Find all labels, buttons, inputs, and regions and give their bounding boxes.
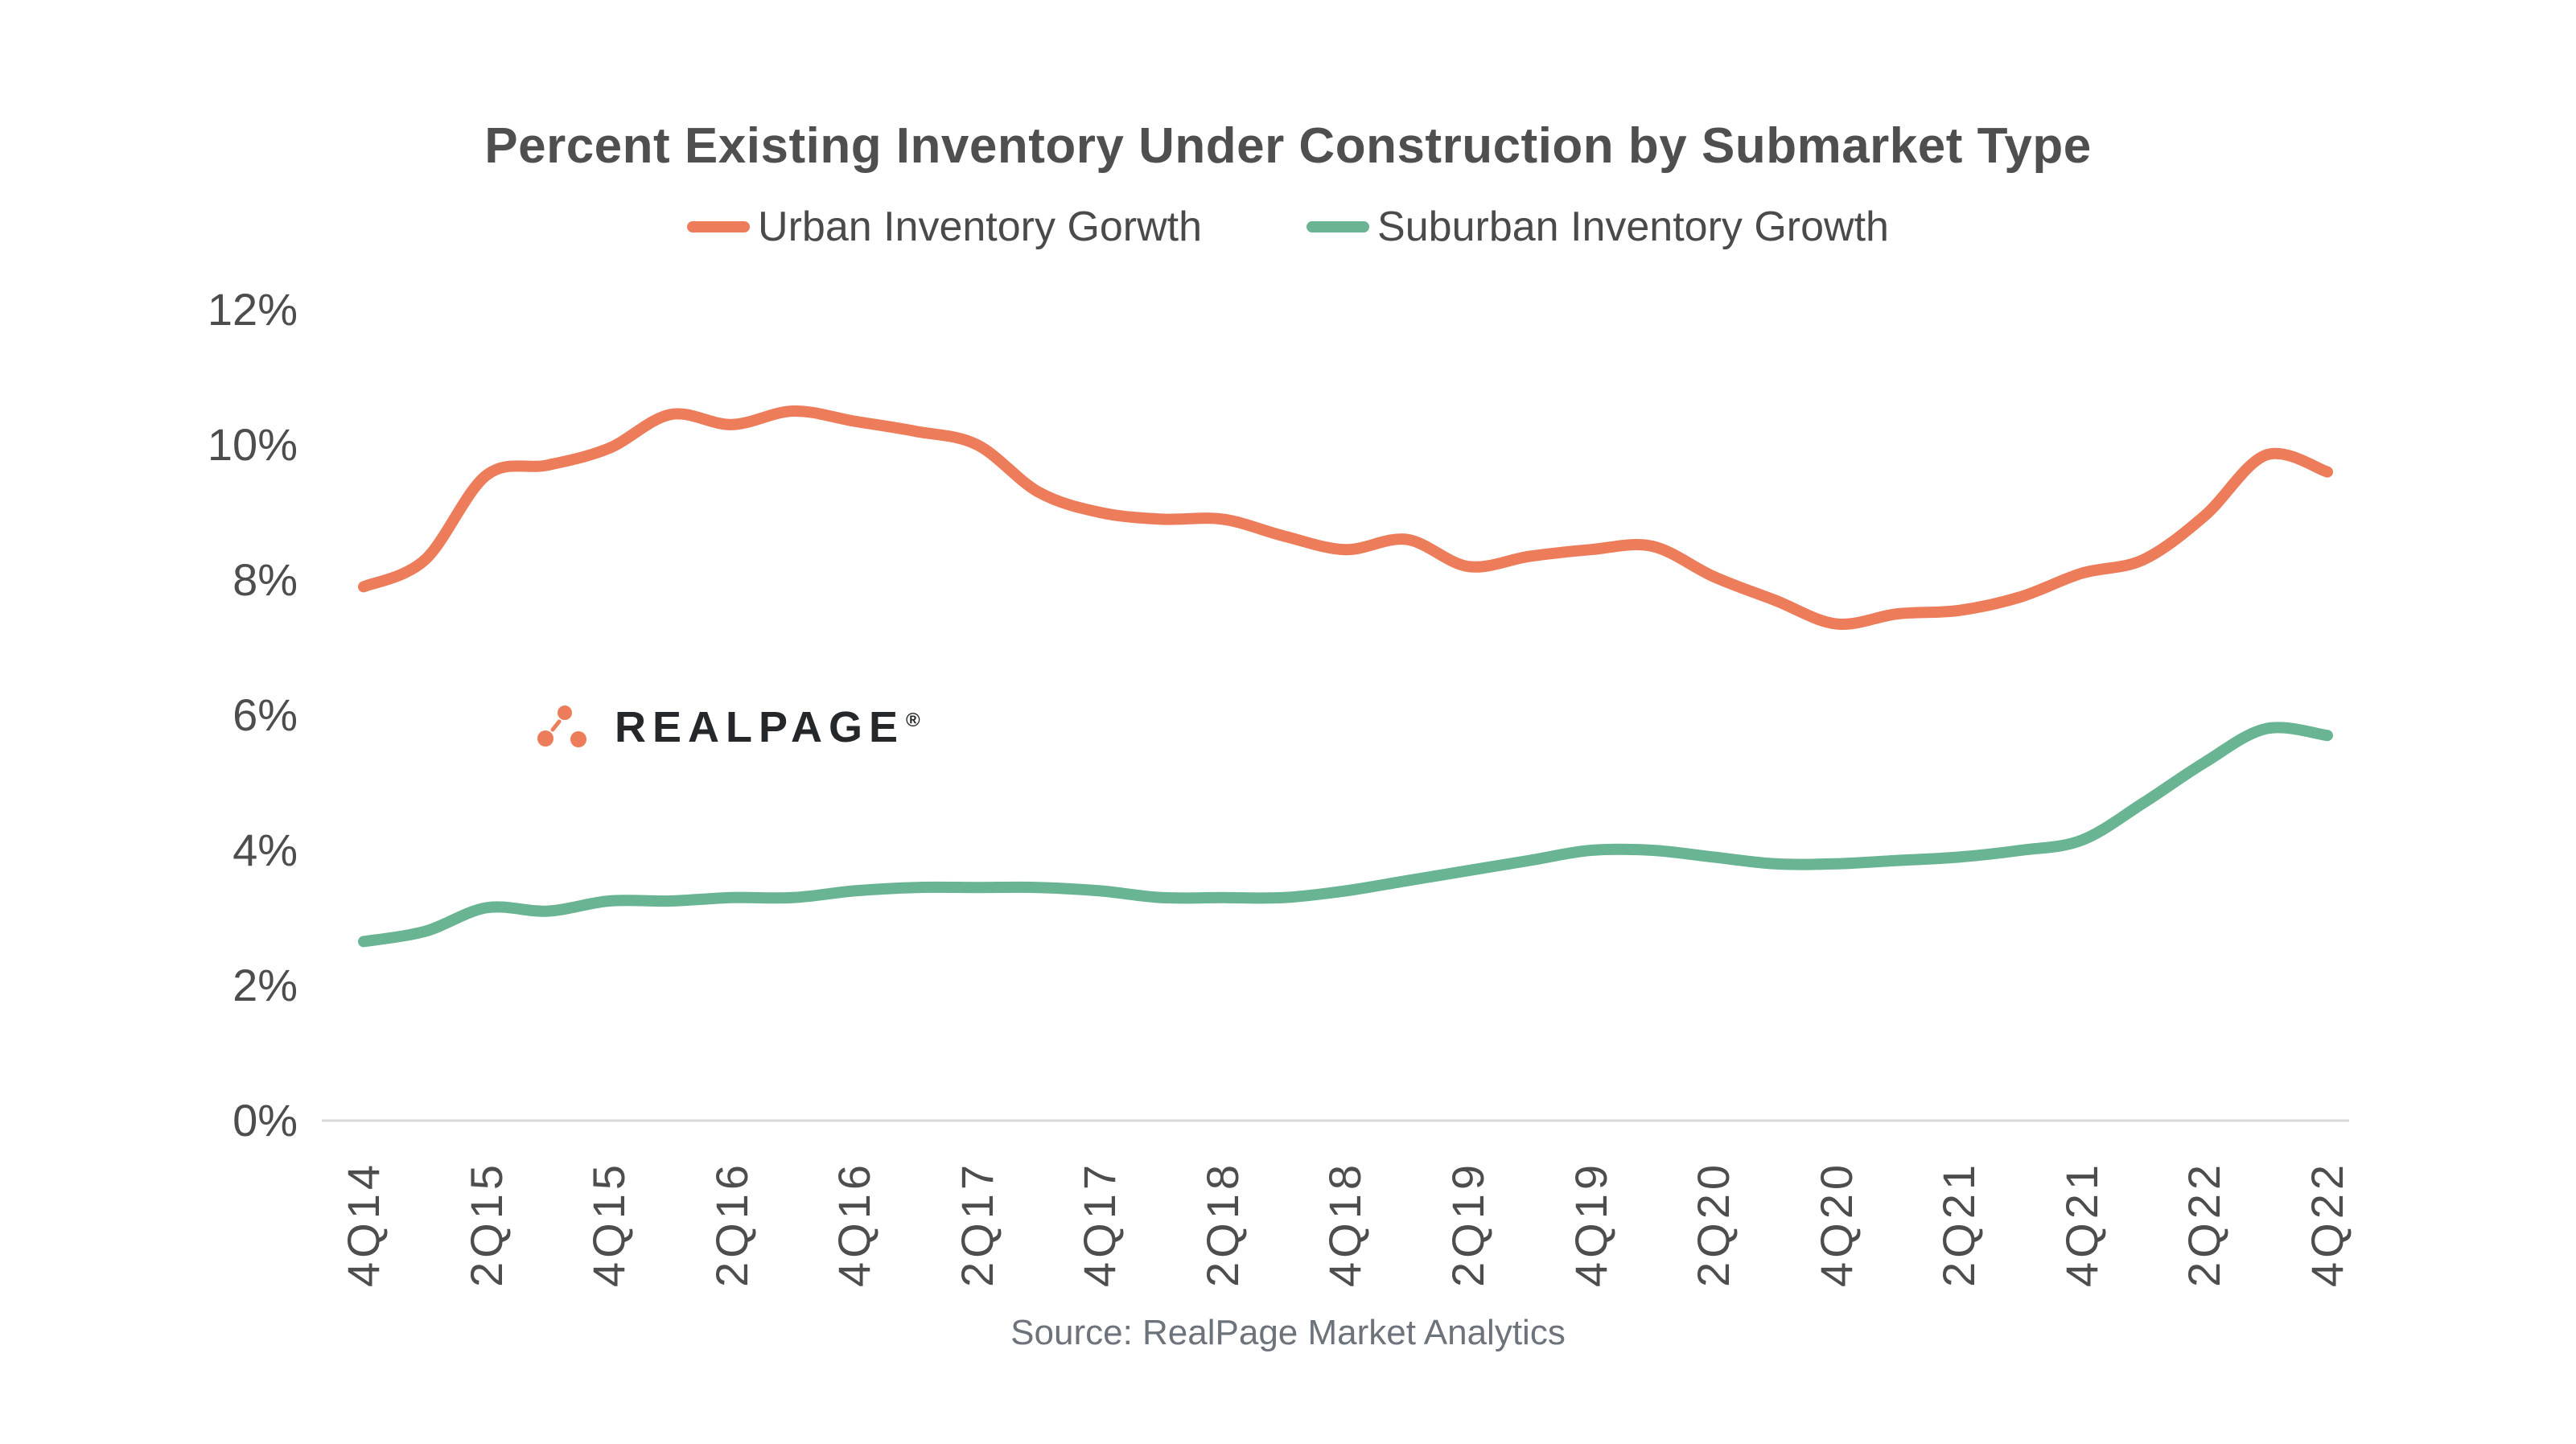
- legend: Urban Inventory Gorwth Suburban Inventor…: [687, 203, 1889, 251]
- chart-title: Percent Existing Inventory Under Constru…: [484, 118, 2092, 174]
- x-axis-label: 4Q22: [2301, 1161, 2352, 1287]
- x-axis-label: 2Q21: [1933, 1161, 1985, 1287]
- legend-label-urban: Urban Inventory Gorwth: [758, 204, 1203, 250]
- realpage-logo: REALPAGE®: [531, 685, 920, 759]
- x-axis-label: 4Q15: [583, 1161, 635, 1287]
- y-axis-label: 0%: [232, 1095, 298, 1146]
- suburban-line-swatch-icon: [1307, 221, 1370, 232]
- realpage-wordmark: REALPAGE®: [615, 703, 920, 751]
- legend-item-urban: Urban Inventory Gorwth: [687, 203, 1202, 251]
- x-axis-label: 4Q14: [338, 1161, 389, 1287]
- y-axis-label: 12%: [207, 284, 298, 335]
- y-axis-label: 6%: [232, 689, 298, 740]
- x-axis-label: 4Q21: [2055, 1161, 2107, 1287]
- x-axis-label: 2Q16: [706, 1161, 757, 1287]
- y-axis-label: 8%: [232, 554, 298, 605]
- x-axis-label: 2Q22: [2179, 1161, 2230, 1287]
- x-axis-label: 4Q18: [1319, 1161, 1371, 1287]
- y-axis-label: 2%: [232, 960, 298, 1010]
- legend-item-suburban: Suburban Inventory Growth: [1307, 203, 1889, 251]
- y-axis-label: 10%: [207, 419, 298, 470]
- legend-label-suburban: Suburban Inventory Growth: [1377, 204, 1889, 250]
- x-axis-label: 2Q18: [1196, 1161, 1248, 1287]
- urban-line-swatch-icon: [687, 221, 751, 232]
- x-axis-label: 2Q15: [460, 1161, 512, 1287]
- y-axis-label: 4%: [232, 825, 298, 875]
- suburban-line: [358, 722, 2333, 948]
- realpage-dots-icon: [537, 706, 586, 747]
- x-axis-label: 2Q17: [951, 1161, 1002, 1287]
- urban-line: [358, 405, 2333, 630]
- x-axis-label: 4Q19: [1565, 1161, 1616, 1287]
- x-axis-label: 4Q17: [1074, 1161, 1125, 1287]
- x-axis-label: 2Q19: [1442, 1161, 1494, 1287]
- x-axis-label: 4Q20: [1810, 1161, 1862, 1287]
- source-note: Source: RealPage Market Analytics: [1010, 1313, 1566, 1352]
- registered-mark: ®: [906, 710, 920, 731]
- x-axis-label: 4Q16: [829, 1161, 880, 1287]
- x-axis-label: 2Q20: [1688, 1161, 1739, 1287]
